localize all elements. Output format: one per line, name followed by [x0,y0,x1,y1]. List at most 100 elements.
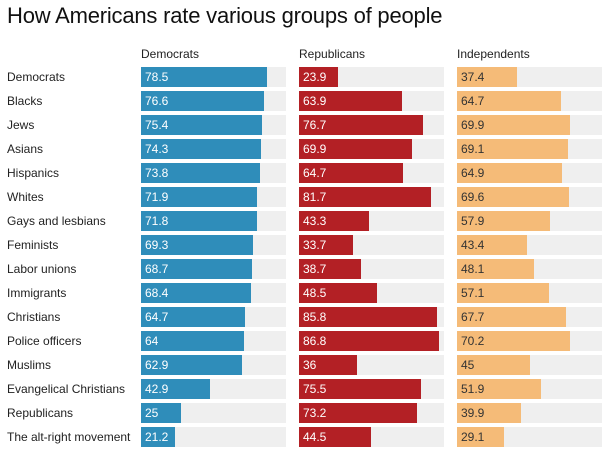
bar-track-republicans: 85.8 [299,307,444,327]
bar-track-republicans: 75.5 [299,379,444,399]
bar-track-independents: 48.1 [457,259,602,279]
bar-value-label: 36 [303,358,317,372]
bar-democrats [141,355,243,375]
bar-republicans [299,235,354,255]
bar-value-label: 71.9 [145,190,169,204]
bar-track-independents: 69.6 [457,187,602,207]
bar-track-democrats: 42.9 [141,379,286,399]
category-label: Police officers [7,334,82,348]
bar-value-label: 43.3 [303,214,327,228]
bar-value-label: 64 [145,334,159,348]
bar-track-independents: 67.7 [457,307,602,327]
bar-democrats [141,235,253,255]
bar-value-label: 37.4 [461,70,485,84]
bar-value-label: 39.9 [461,406,485,420]
bar-independents [457,235,527,255]
bar-track-republicans: 33.7 [299,235,444,255]
bar-republicans [299,259,362,279]
bar-value-label: 74.3 [145,142,169,156]
bar-republicans [299,139,412,159]
bar-independents [457,91,562,111]
bar-value-label: 85.8 [303,310,327,324]
bar-track-republicans: 48.5 [299,283,444,303]
bar-independents [457,283,549,303]
bar-track-democrats: 62.9 [141,355,286,375]
bar-track-independents: 64.7 [457,91,602,111]
bar-track-democrats: 74.3 [141,139,286,159]
category-label: Blacks [7,94,43,108]
bar-independents [457,403,522,423]
bar-republicans [299,307,438,327]
bar-value-label: 57.1 [461,286,485,300]
bar-track-democrats: 69.3 [141,235,286,255]
bar-republicans [299,187,431,207]
category-label: Democrats [7,70,66,84]
bar-independents [457,259,535,279]
bar-value-label: 68.7 [145,262,169,276]
bar-democrats [141,427,176,447]
bar-republicans [299,115,423,135]
bar-democrats [141,331,245,351]
bar-republicans [299,283,378,303]
bar-value-label: 42.9 [145,382,169,396]
bar-democrats [141,379,211,399]
category-label: Asians [7,142,44,156]
bar-democrats [141,307,246,327]
category-label: Labor unions [7,262,77,276]
bar-independents [457,211,551,231]
bar-independents [457,355,530,375]
column-header-independents: Independents [457,47,530,61]
bar-track-independents: 45 [457,355,602,375]
bar-democrats [141,163,260,183]
bar-value-label: 63.9 [303,94,327,108]
column-header-democrats: Democrats [141,47,200,61]
bar-democrats [141,115,263,135]
bar-independents [457,427,504,447]
bar-value-label: 43.4 [461,238,485,252]
bar-track-republicans: 81.7 [299,187,444,207]
bar-track-democrats: 71.9 [141,187,286,207]
category-label: Hispanics [7,166,60,180]
bar-value-label: 64.7 [145,310,169,324]
bar-value-label: 38.7 [303,262,327,276]
bar-track-republicans: 23.9 [299,67,444,87]
bar-value-label: 23.9 [303,70,327,84]
bar-value-label: 64.7 [461,94,485,108]
bar-democrats [141,403,182,423]
bar-value-label: 48.1 [461,262,485,276]
bar-value-label: 70.2 [461,334,485,348]
category-label: Muslims [7,358,51,372]
bar-track-independents: 70.2 [457,331,602,351]
bar-track-independents: 43.4 [457,235,602,255]
bar-independents [457,115,570,135]
bar-republicans [299,331,439,351]
bar-republicans [299,211,369,231]
bar-track-republicans: 64.7 [299,163,444,183]
bar-value-label: 33.7 [303,238,327,252]
bar-value-label: 64.9 [461,166,485,180]
bar-track-independents: 64.9 [457,163,602,183]
bar-value-label: 81.7 [303,190,327,204]
category-label: Republicans [7,406,74,420]
category-label: Immigrants [7,286,67,300]
bar-independents [457,163,562,183]
bar-republicans [299,379,421,399]
bar-value-label: 62.9 [145,358,169,372]
bar-value-label: 21.2 [145,430,169,444]
bar-track-democrats: 71.8 [141,211,286,231]
bar-value-label: 25 [145,406,159,420]
bar-democrats [141,139,261,159]
category-label: Jews [7,118,35,132]
bar-value-label: 69.6 [461,190,485,204]
bar-track-republicans: 69.9 [299,139,444,159]
category-label: The alt-right movement [7,430,131,444]
bar-republicans [299,427,371,447]
bar-value-label: 69.3 [145,238,169,252]
bar-democrats [141,211,257,231]
bar-independents [457,67,518,87]
bar-value-label: 71.8 [145,214,169,228]
category-label: Feminists [7,238,59,252]
column-header-republicans: Republicans [299,47,366,61]
bar-track-independents: 57.1 [457,283,602,303]
bar-value-label: 76.6 [145,94,169,108]
